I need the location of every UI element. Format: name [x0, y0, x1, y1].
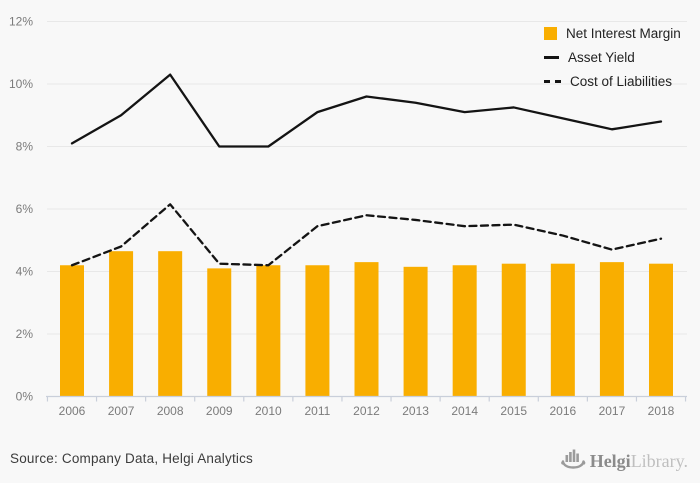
line-asset-yield — [70, 73, 663, 148]
logo-text-light: Library. — [630, 451, 688, 471]
legend-label: Asset Yield — [568, 50, 635, 65]
x-tick-label: 2009 — [206, 404, 233, 418]
y-tick-label: 2% — [16, 327, 34, 341]
x-tick-label: 2011 — [305, 404, 331, 418]
x-tick-label: 2010 — [255, 404, 282, 418]
legend-item: Net Interest Margin — [544, 26, 681, 41]
y-tick-label: 0% — [16, 390, 34, 404]
legend-item: Cost of Liabilities — [544, 74, 681, 89]
x-tick-label: 2007 — [108, 404, 135, 418]
x-tick-label: 2014 — [451, 404, 478, 418]
line-cost-of-liabilities — [70, 203, 663, 267]
legend-swatch-bar — [544, 27, 557, 40]
logo-wordmark: HelgiLibrary. — [590, 452, 688, 470]
x-tick-label: 2008 — [157, 404, 184, 418]
bar-2017 — [599, 262, 624, 397]
y-tick-label: 6% — [16, 202, 34, 216]
y-tick-label: 10% — [9, 77, 33, 91]
bar-2010 — [256, 265, 281, 397]
bar-2016 — [550, 263, 575, 397]
legend-label: Net Interest Margin — [566, 26, 681, 41]
footer: Source: Company Data, Helgi Analytics He… — [0, 440, 700, 483]
bar-2018 — [649, 263, 673, 397]
helgi-ship-icon — [560, 449, 586, 469]
bar-2007 — [109, 251, 134, 397]
x-tick-label: 2012 — [353, 404, 380, 418]
helgi-library-logo: HelgiLibrary. — [560, 447, 688, 470]
bar-2008 — [158, 251, 183, 397]
bar-2013 — [403, 266, 428, 397]
source-note: Source: Company Data, Helgi Analytics — [10, 451, 254, 466]
y-tick-label: 8% — [16, 140, 34, 154]
x-tick-label: 2015 — [500, 404, 527, 418]
bar-2006 — [60, 265, 84, 397]
x-tick-label: 2017 — [599, 404, 626, 418]
bar-2012 — [354, 262, 379, 397]
bar-2009 — [207, 268, 232, 397]
x-tick-label: 2013 — [402, 404, 429, 418]
y-tick-label: 12% — [9, 15, 33, 29]
x-tick-label: 2016 — [549, 404, 576, 418]
legend-swatch-solid-line — [544, 56, 559, 59]
legend: Net Interest Margin Asset Yield Cost of Li… — [544, 26, 681, 89]
x-tick-label: 2006 — [59, 404, 86, 418]
bar-2015 — [501, 263, 526, 397]
bar-2011 — [305, 265, 330, 397]
y-tick-label: 4% — [16, 265, 34, 279]
x-tick-label: 2018 — [648, 404, 675, 418]
logo-text-bold: Helgi — [589, 451, 631, 471]
legend-swatch-dashed-line — [544, 80, 561, 83]
combo-chart: 0% 2% 4% 6% 8% 10% 12% 2006 2007 2008 2009 2010 2011… — [9, 15, 687, 418]
legend-label: Cost of Liabilities — [570, 74, 673, 89]
bar-2014 — [452, 265, 477, 397]
legend-item: Asset Yield — [544, 50, 681, 65]
